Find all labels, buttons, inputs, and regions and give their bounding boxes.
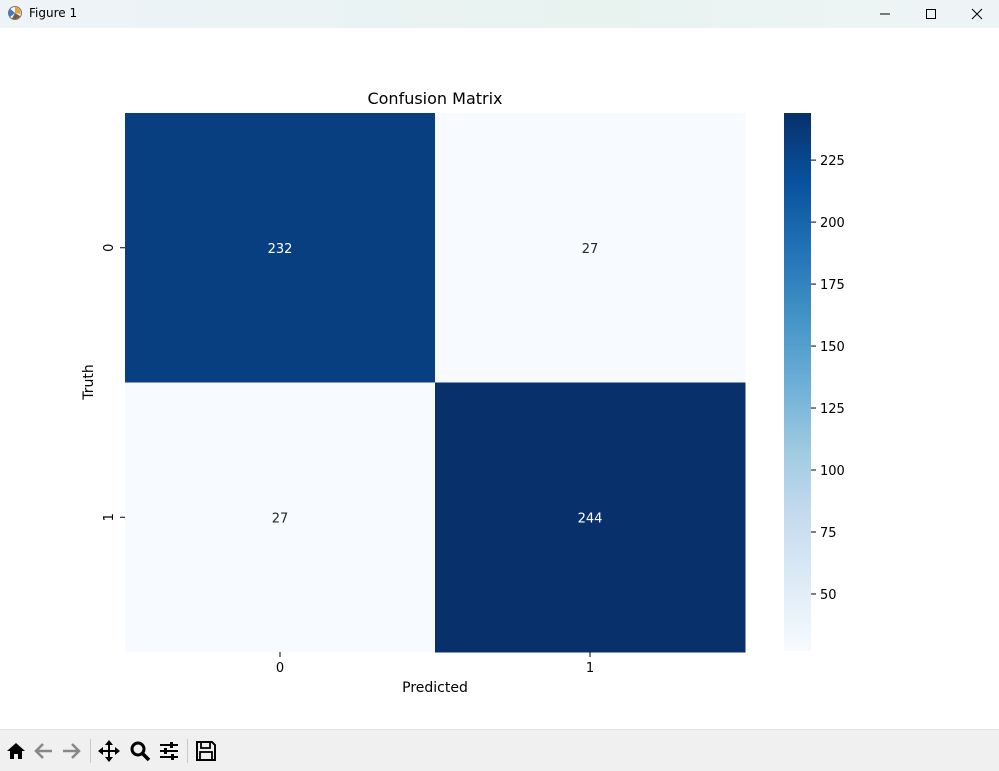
y-axis-label: Truth [81,364,97,401]
colorbar-tick-label: 175 [820,278,845,293]
heatmap-cell [435,382,746,653]
toolbar-separator [187,739,188,763]
x-axis-label: Predicted [402,680,468,696]
colorbar-tick-label: 225 [820,154,845,169]
pan-button[interactable] [96,738,122,764]
title-bar: Figure 1 [0,0,999,28]
colorbar [784,113,811,651]
zoom-icon [130,741,151,762]
close-icon [971,8,983,20]
y-tick-label: 0 [102,244,117,252]
colorbar-tick-label: 75 [820,526,837,541]
colorbar-tick-label: 50 [820,588,837,603]
forward-button[interactable] [58,738,84,764]
maximize-button[interactable] [908,0,954,28]
figure-canvas: Confusion Matrix 232 27 27 244 0 1 0 1 Predic… [0,28,999,729]
navigation-toolbar [0,729,999,771]
heatmap-cell [125,382,436,653]
cell-value-label: 244 [578,511,603,526]
x-tick-label: 1 [586,661,594,676]
colorbar-tick-label: 100 [820,464,845,479]
save-button[interactable] [193,738,219,764]
chart-title: Confusion Matrix [367,89,502,108]
forward-icon [63,743,81,759]
toolbar-separator [90,739,91,763]
app-icon [8,6,22,20]
configure-icon [160,742,178,760]
colorbar-tick-label: 150 [820,340,845,355]
home-button[interactable] [3,738,29,764]
cell-value-label: 232 [268,242,293,257]
window-title: Figure 1 [29,6,78,20]
back-button[interactable] [31,738,57,764]
back-icon [34,743,52,759]
minimize-icon [880,13,890,15]
save-icon [196,741,216,761]
cell-value-label: 27 [582,242,599,257]
heatmap-cell [125,113,436,383]
close-button[interactable] [954,0,999,28]
maximize-icon [926,9,936,19]
colorbar-tick-label: 125 [820,402,845,417]
cell-value-label: 27 [272,511,289,526]
home-icon [7,743,25,759]
colorbar-tick-label: 200 [820,216,845,231]
zoom-button[interactable] [127,738,153,764]
pan-icon [98,740,120,762]
configure-subplots-button[interactable] [156,738,182,764]
minimize-button[interactable] [862,0,908,28]
confusion-matrix-chart: Confusion Matrix 232 27 27 244 0 1 0 1 Predic… [81,89,845,696]
heatmap-cell [435,113,746,383]
x-tick-label: 0 [276,661,284,676]
y-tick-label: 1 [102,513,117,521]
